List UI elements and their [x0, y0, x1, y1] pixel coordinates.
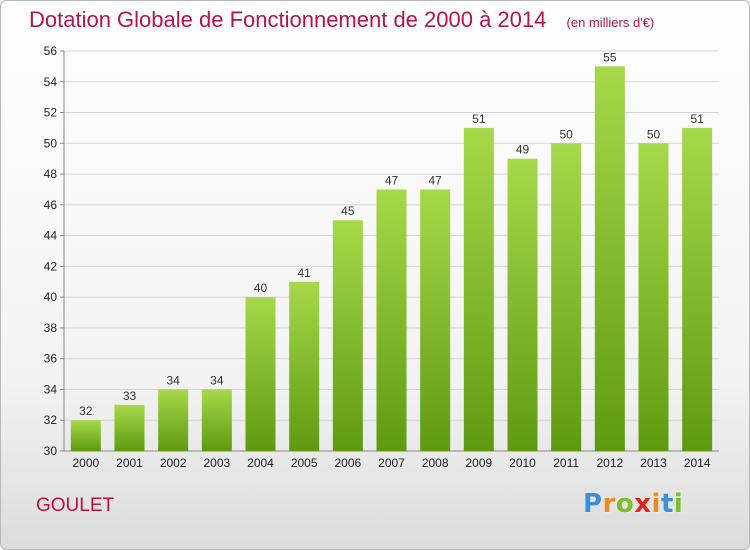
- bar[interactable]: [420, 189, 451, 451]
- bar[interactable]: [289, 281, 320, 451]
- bar[interactable]: [551, 143, 582, 452]
- bar[interactable]: [376, 189, 407, 451]
- bar[interactable]: [201, 389, 232, 451]
- y-tick-label: 54: [44, 75, 58, 89]
- y-tick-label: 56: [44, 44, 58, 58]
- bar[interactable]: [245, 297, 276, 451]
- y-tick-label: 40: [44, 290, 58, 304]
- logo-letter: r: [602, 489, 616, 519]
- bar-value-label: 47: [428, 173, 442, 187]
- bar[interactable]: [332, 220, 363, 451]
- bar[interactable]: [158, 389, 189, 451]
- bar-value-label: 45: [341, 204, 355, 218]
- bar[interactable]: [638, 143, 669, 452]
- bars: [70, 66, 713, 452]
- bar-value-label: 34: [166, 373, 180, 387]
- x-tick-label: 2014: [684, 456, 711, 470]
- bar-value-label: 41: [297, 266, 311, 280]
- x-tick-label: 2000: [72, 456, 99, 470]
- x-tick-label: 2013: [640, 456, 667, 470]
- bar[interactable]: [114, 404, 145, 451]
- bar[interactable]: [682, 127, 713, 451]
- bar-value-label: 50: [559, 127, 573, 141]
- y-tick-label: 32: [44, 413, 58, 427]
- y-tick-label: 52: [44, 106, 58, 120]
- logo-letter: P: [583, 489, 603, 519]
- labels: 30 32 34 36 38 40 42 44 46 48 50 52 54 56 32 2000 33 2001…: [44, 44, 711, 470]
- y-tick-label: 48: [44, 167, 58, 181]
- bar-value-label: 32: [79, 404, 93, 418]
- x-tick-label: 2012: [596, 456, 623, 470]
- bar-value-label: 51: [690, 112, 704, 126]
- x-tick-label: 2007: [378, 456, 405, 470]
- bar-value-label: 51: [472, 112, 486, 126]
- bar[interactable]: [463, 127, 494, 451]
- chart-subtitle: (en milliers d'€): [566, 15, 655, 30]
- bar-value-label: 55: [603, 50, 617, 64]
- bar[interactable]: [594, 66, 625, 451]
- chart-title-block: Dotation Globale de Fonctionnement de 20…: [29, 7, 654, 33]
- x-tick-label: 2009: [465, 456, 492, 470]
- bar-value-label: 40: [254, 281, 268, 295]
- y-tick-label: 38: [44, 321, 58, 335]
- y-tick-label: 50: [44, 136, 58, 150]
- commune-name: GOULET: [36, 495, 115, 516]
- bar-value-label: 50: [647, 127, 661, 141]
- proxiti-logo[interactable]: Proxiti: [583, 489, 683, 519]
- bar-value-label: 33: [123, 389, 137, 403]
- y-tick-label: 46: [44, 198, 58, 212]
- y-tick-label: 44: [44, 229, 58, 243]
- y-tick-label: 30: [44, 444, 58, 458]
- y-tick-label: 36: [44, 352, 58, 366]
- x-tick-label: 2008: [422, 456, 449, 470]
- bar-value-label: 34: [210, 373, 224, 387]
- bar[interactable]: [507, 158, 538, 451]
- logo-letter: i: [651, 489, 661, 519]
- x-tick-label: 2001: [116, 456, 143, 470]
- logo-letter: i: [673, 489, 684, 519]
- x-tick-label: 2006: [334, 456, 361, 470]
- bar-value-label: 47: [385, 173, 399, 187]
- y-tick-label: 34: [44, 382, 58, 396]
- y-tick-label: 42: [44, 259, 58, 273]
- x-tick-label: 2002: [160, 456, 187, 470]
- bar[interactable]: [70, 420, 101, 451]
- x-tick-label: 2004: [247, 456, 274, 470]
- x-tick-label: 2010: [509, 456, 536, 470]
- x-tick-label: 2011: [553, 456, 579, 470]
- bar-value-label: 49: [516, 143, 530, 157]
- logo-letter: o: [615, 489, 635, 519]
- x-tick-label: 2005: [291, 456, 318, 470]
- chart-title: Dotation Globale de Fonctionnement de 20…: [29, 7, 547, 32]
- logo-letter: t: [660, 489, 674, 519]
- logo-letter: x: [634, 489, 652, 519]
- x-tick-label: 2003: [203, 456, 230, 470]
